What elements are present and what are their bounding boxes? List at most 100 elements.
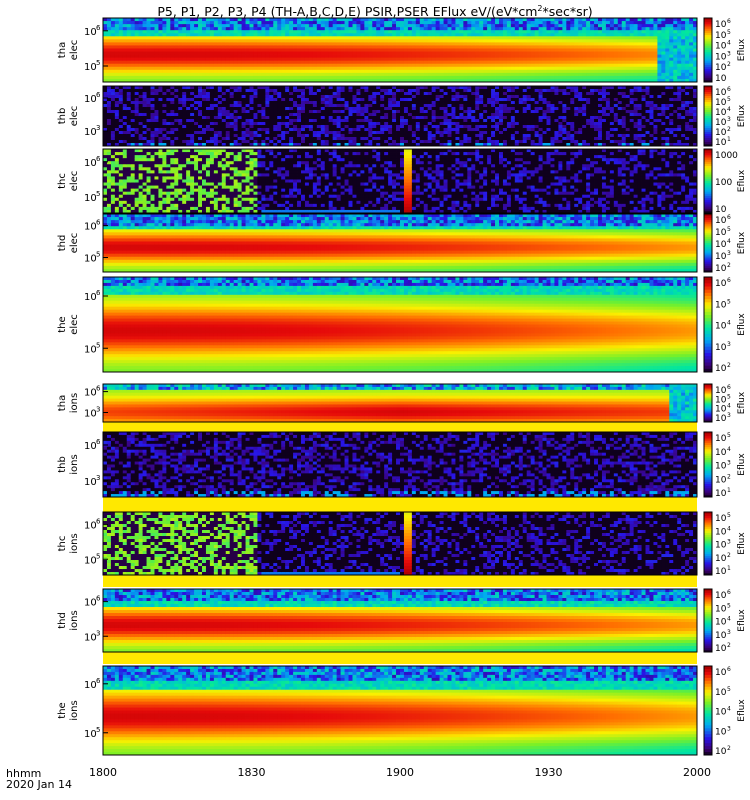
colorbar-tick: 10 [715, 31, 727, 41]
probe-label: thd [57, 612, 68, 629]
colorbar-tick-exp: 5 [727, 29, 731, 36]
species-label: ions [69, 393, 80, 413]
colorbar-label: Eflux [737, 231, 747, 254]
colorbar-tick-exp: 2 [727, 642, 731, 649]
colorbar-tick-exp: 4 [727, 446, 731, 453]
y-tick-label: 10 [84, 292, 97, 303]
y-tick-label: 10 [84, 477, 97, 488]
colorbar-tick: 10 [715, 747, 727, 757]
colorbar-tick: 10 [715, 364, 727, 374]
colorbar-tick-exp: 2 [727, 473, 731, 480]
y-tick-exp: 3 [96, 629, 100, 637]
x-axis-label-date: 2020 Jan 14 [6, 779, 72, 790]
colorbar-tick-exp: 6 [727, 666, 731, 673]
colorbar-tick: 10 [715, 52, 727, 62]
colorbar-tick-exp: 6 [727, 589, 731, 596]
colorbar-tick-exp: 6 [727, 384, 731, 391]
colorbar-tick: 10 [715, 88, 727, 98]
probe-label: thb [57, 108, 68, 125]
colorbar-label: Eflux [737, 391, 747, 414]
y-tick-exp: 6 [96, 677, 101, 685]
y-tick-exp: 5 [96, 251, 100, 259]
y-tick-label: 10 [84, 441, 97, 452]
y-tick-label: 10 [84, 680, 97, 691]
colorbar-tick-exp: 6 [727, 277, 731, 284]
species-label: ions [69, 454, 80, 474]
y-tick-label: 10 [84, 158, 97, 169]
colorbar-label: Eflux [737, 38, 747, 61]
y-tick-label: 10 [84, 632, 97, 643]
probe-label: thb [57, 456, 68, 473]
colorbar-tick-exp: 5 [727, 96, 731, 103]
probe-label: thd [57, 235, 68, 252]
colorbar-tick-exp: 6 [727, 214, 731, 221]
y-tick-exp: 6 [96, 155, 101, 163]
colorbar-tick: 10 [715, 527, 727, 537]
colorbar-tick-exp: 1 [727, 136, 731, 143]
colorbar-tick-exp: 3 [727, 412, 731, 419]
colorbar-tick-exp: 3 [727, 629, 731, 636]
probe-label: thc [57, 173, 68, 189]
colorbar-tick-exp: 4 [727, 238, 731, 245]
colorbar-tick: 10 [715, 300, 727, 310]
species-label: elec [69, 40, 80, 61]
colorbar-label: Eflux [737, 453, 747, 476]
species-label: elec [69, 314, 80, 335]
y-tick-exp: 6 [96, 91, 101, 99]
colorbar-tick: 10 [715, 240, 727, 250]
colorbar-tick-exp: 6 [727, 86, 731, 93]
y-tick-exp: 6 [96, 438, 101, 446]
colorbar-tick: 10 [715, 414, 727, 424]
colorbar-label: Eflux [737, 532, 747, 555]
x-tick-label: 2000 [683, 766, 711, 779]
y-tick-exp: 3 [96, 406, 100, 414]
colorbar-tick: 10 [715, 462, 727, 472]
colorbar-tick: 10 [715, 668, 727, 678]
y-tick-label: 10 [84, 555, 97, 566]
colorbar-tick-exp: 2 [727, 362, 731, 369]
y-tick-exp: 6 [96, 385, 101, 393]
x-tick-label: 1830 [238, 766, 266, 779]
colorbar-tick: 10 [715, 343, 727, 353]
y-tick-exp: 5 [96, 726, 100, 734]
probe-label: tha [57, 395, 68, 411]
colorbar-tick: 10 [715, 228, 727, 238]
colorbar-tick-exp: 5 [727, 602, 731, 609]
y-tick-label: 10 [84, 254, 97, 265]
colorbar-tick-exp: 5 [727, 512, 731, 519]
probe-label: the [57, 702, 68, 718]
y-tick-label: 10 [84, 388, 97, 399]
colorbar-tick-exp: 3 [727, 250, 731, 257]
species-label: elec [69, 233, 80, 254]
colorbar-tick-exp: 3 [727, 460, 731, 467]
species-label: ions [69, 533, 80, 553]
colorbar-tick-exp: 5 [727, 226, 731, 233]
colorbar-tick-exp: 4 [727, 403, 731, 410]
colorbar-tick-exp: 6 [727, 18, 731, 25]
colorbar-tick-exp: 1 [727, 487, 731, 494]
x-tick-label: 1930 [535, 766, 563, 779]
colorbar-tick-exp: 2 [727, 126, 731, 133]
colorbar-tick: 10 [715, 252, 727, 262]
colorbar-tick: 10 [715, 128, 727, 138]
colorbar-tick-exp: 3 [727, 539, 731, 546]
colorbar-tick: 10 [715, 74, 727, 84]
y-tick-label: 10 [84, 521, 97, 532]
y-tick-exp: 6 [96, 289, 101, 297]
colorbar-tick: 10 [715, 644, 727, 654]
y-tick-label: 10 [84, 27, 97, 38]
